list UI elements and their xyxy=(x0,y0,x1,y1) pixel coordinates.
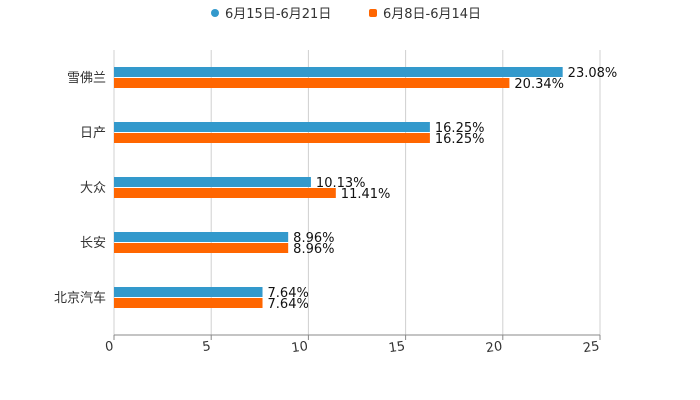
bar-current-week xyxy=(114,177,311,187)
data-label: 8.96% xyxy=(293,242,334,257)
category-label: 长安 xyxy=(80,236,106,251)
x-tick-label: 20 xyxy=(485,339,503,356)
bar-previous-week xyxy=(114,298,263,308)
data-label: 7.64% xyxy=(268,297,309,312)
category-label: 雪佛兰 xyxy=(67,71,106,86)
x-tick-label: 0 xyxy=(104,339,114,355)
x-tick-label: 25 xyxy=(582,339,600,356)
bar-previous-week xyxy=(114,78,510,88)
x-tick-label: 5 xyxy=(201,339,211,355)
data-label: 16.25% xyxy=(435,132,485,147)
category-label: 日产 xyxy=(80,126,106,141)
data-label: 8.96% xyxy=(293,231,334,246)
legend-label: 6月8日-6月14日 xyxy=(383,7,481,22)
bar-previous-week xyxy=(114,133,430,143)
data-label: 10.13% xyxy=(316,176,366,191)
x-tick-label: 10 xyxy=(290,339,308,356)
legend-marker-circle-icon xyxy=(211,9,219,17)
data-label: 11.41% xyxy=(341,187,391,202)
bar-previous-week xyxy=(114,188,336,198)
bar-current-week xyxy=(114,67,563,77)
bar-previous-week xyxy=(114,243,289,253)
legend-marker-square-icon xyxy=(369,9,377,17)
category-label: 大众 xyxy=(80,181,106,196)
bar-current-week xyxy=(114,122,430,132)
data-label: 23.08% xyxy=(568,66,618,81)
x-tick-label: 15 xyxy=(388,339,406,356)
data-label: 16.25% xyxy=(435,121,485,136)
bar-current-week xyxy=(114,287,263,297)
legend-label: 6月15日-6月21日 xyxy=(225,7,331,22)
category-label: 北京汽车 xyxy=(54,290,106,306)
data-label: 7.64% xyxy=(268,286,309,301)
data-label: 20.34% xyxy=(514,77,564,92)
bar-current-week xyxy=(114,232,289,242)
